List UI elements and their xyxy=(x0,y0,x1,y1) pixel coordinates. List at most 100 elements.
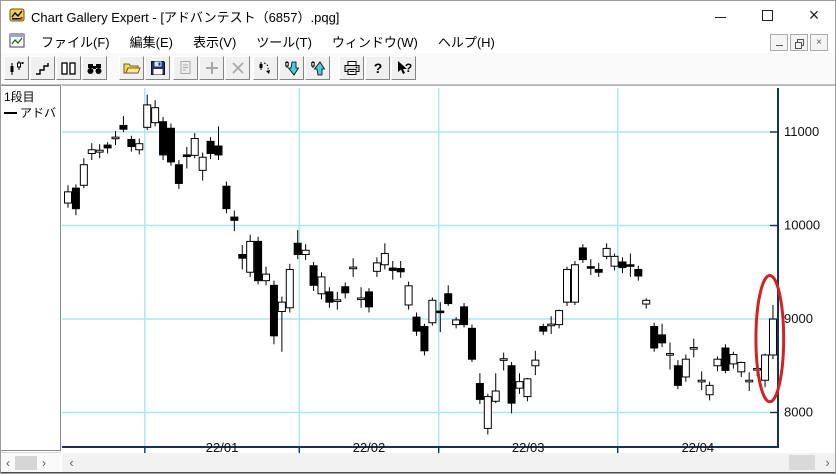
candlestick xyxy=(460,306,469,326)
annotation-ellipse xyxy=(754,274,786,404)
candlestick xyxy=(650,325,659,349)
scroll-chart-button[interactable] xyxy=(253,56,278,80)
dual-pane-icon xyxy=(60,60,77,77)
candlestick xyxy=(412,316,421,332)
mdi-minimize-button[interactable] xyxy=(770,34,788,51)
candlestick xyxy=(364,291,373,308)
candlestick xyxy=(634,268,643,277)
svg-text:?: ? xyxy=(373,60,382,76)
menu-bar: ファイル(F) 編集(E) 表示(V) ツール(T) ウィンドウ(W) ヘルプ(H) × xyxy=(1,29,835,54)
candlestick xyxy=(681,358,690,378)
scroll-thumb[interactable] xyxy=(789,455,815,470)
candlestick xyxy=(594,268,603,273)
candlestick xyxy=(262,273,271,282)
candlestick xyxy=(285,268,294,309)
minimize-icon xyxy=(714,16,726,18)
candlestick xyxy=(602,247,611,257)
mdi-minimize-icon xyxy=(775,45,783,46)
candlestick xyxy=(230,216,239,221)
candlestick xyxy=(301,249,310,255)
mdi-close-button[interactable]: × xyxy=(810,34,828,51)
candlestick xyxy=(428,299,437,324)
step-chart-button[interactable] xyxy=(30,56,55,80)
scroll-chart-icon xyxy=(257,60,274,77)
candlestick xyxy=(452,319,461,326)
legend-label: アドバ xyxy=(20,106,57,120)
title-bar[interactable]: Chart Gallery Expert - [アドバンテスト（6857）.pq… xyxy=(1,1,835,29)
candlestick-chart-icon xyxy=(8,60,25,77)
close-button[interactable]: × xyxy=(797,1,831,29)
maximize-icon xyxy=(761,9,773,21)
search-binoculars-button[interactable] xyxy=(82,56,107,80)
candlestick xyxy=(483,396,492,429)
candlestick xyxy=(309,265,318,286)
y-axis-label: 8000 xyxy=(784,405,813,420)
menu-item-help[interactable]: ヘルプ(H) xyxy=(437,34,495,50)
y-axis-label: 9000 xyxy=(784,311,813,326)
scroll-right-arrow[interactable]: › xyxy=(825,455,830,470)
candlestick xyxy=(64,191,72,204)
candlestick xyxy=(111,136,120,140)
chart-area[interactable]: 11000 10000 9000 8000 22/01 22/02 22/03 22/04 xyxy=(62,85,835,455)
maximize-button[interactable] xyxy=(750,1,784,29)
candlestick xyxy=(467,327,476,360)
x-axis-label: 22/03 xyxy=(512,440,545,454)
sidebar-scrollbar: ‹ › xyxy=(1,452,61,473)
candlestick xyxy=(372,262,381,272)
shift-down-button[interactable] xyxy=(279,56,304,80)
candlestick xyxy=(705,384,714,396)
sidebar-scroll-left-arrow[interactable]: ‹ xyxy=(6,456,10,470)
candlestick xyxy=(761,354,770,381)
minimize-button[interactable] xyxy=(703,1,737,29)
candlestick xyxy=(444,293,453,305)
save-file-button[interactable] xyxy=(145,56,170,80)
menu-item-window[interactable]: ウィンドウ(W) xyxy=(331,34,418,50)
app-icon xyxy=(9,8,25,22)
candlestick xyxy=(626,264,635,267)
candlestick xyxy=(254,240,263,282)
candlestick xyxy=(143,104,152,128)
candlestick xyxy=(721,347,730,371)
candlestick xyxy=(71,187,80,210)
menu-item-tools[interactable]: ツール(T) xyxy=(256,34,312,50)
help-button[interactable]: ? xyxy=(365,56,390,80)
step-chart-icon xyxy=(34,60,51,77)
candlestick xyxy=(341,286,350,294)
save-file-icon xyxy=(150,60,166,76)
mdi-restore-button[interactable] xyxy=(790,34,808,51)
print-button[interactable] xyxy=(339,56,364,80)
candlestick xyxy=(325,291,334,303)
candlestick xyxy=(151,107,160,124)
candlestick xyxy=(555,310,564,326)
menu-item-file[interactable]: ファイル(F) xyxy=(41,34,110,50)
search-binoculars-icon xyxy=(86,60,103,77)
candlestick-chart-button[interactable] xyxy=(4,56,29,80)
candlestick xyxy=(658,334,667,344)
menu-item-edit[interactable]: 編集(E) xyxy=(129,34,173,50)
window-bottom-edge xyxy=(1,472,835,473)
menu-item-view[interactable]: 表示(V) xyxy=(192,34,237,50)
tier-label: 1段目 xyxy=(4,90,35,104)
sidebar-scroll-right-arrow[interactable]: › xyxy=(42,456,46,470)
open-file-button[interactable] xyxy=(119,56,144,80)
properties-button xyxy=(173,56,198,80)
candlestick xyxy=(135,143,144,151)
open-file-icon xyxy=(123,60,141,76)
candlestick xyxy=(768,318,777,356)
candlestick xyxy=(665,353,674,356)
y-axis-label: 10000 xyxy=(784,218,820,233)
candlestick xyxy=(159,121,168,156)
scroll-left-arrow[interactable]: ‹ xyxy=(69,455,74,470)
dual-pane-button[interactable] xyxy=(56,56,81,80)
context-help-button[interactable]: ? xyxy=(391,56,416,80)
candlestick xyxy=(507,365,516,404)
candlestick xyxy=(182,154,191,158)
candlestick xyxy=(586,266,595,269)
sidebar-scroll-thumb[interactable] xyxy=(15,456,37,470)
candlestick xyxy=(539,325,548,332)
candlestick xyxy=(491,390,500,402)
shift-up-button[interactable] xyxy=(305,56,330,80)
candlestick xyxy=(475,383,484,400)
candlestick xyxy=(246,240,255,273)
toolbar: ? ? xyxy=(1,53,835,85)
